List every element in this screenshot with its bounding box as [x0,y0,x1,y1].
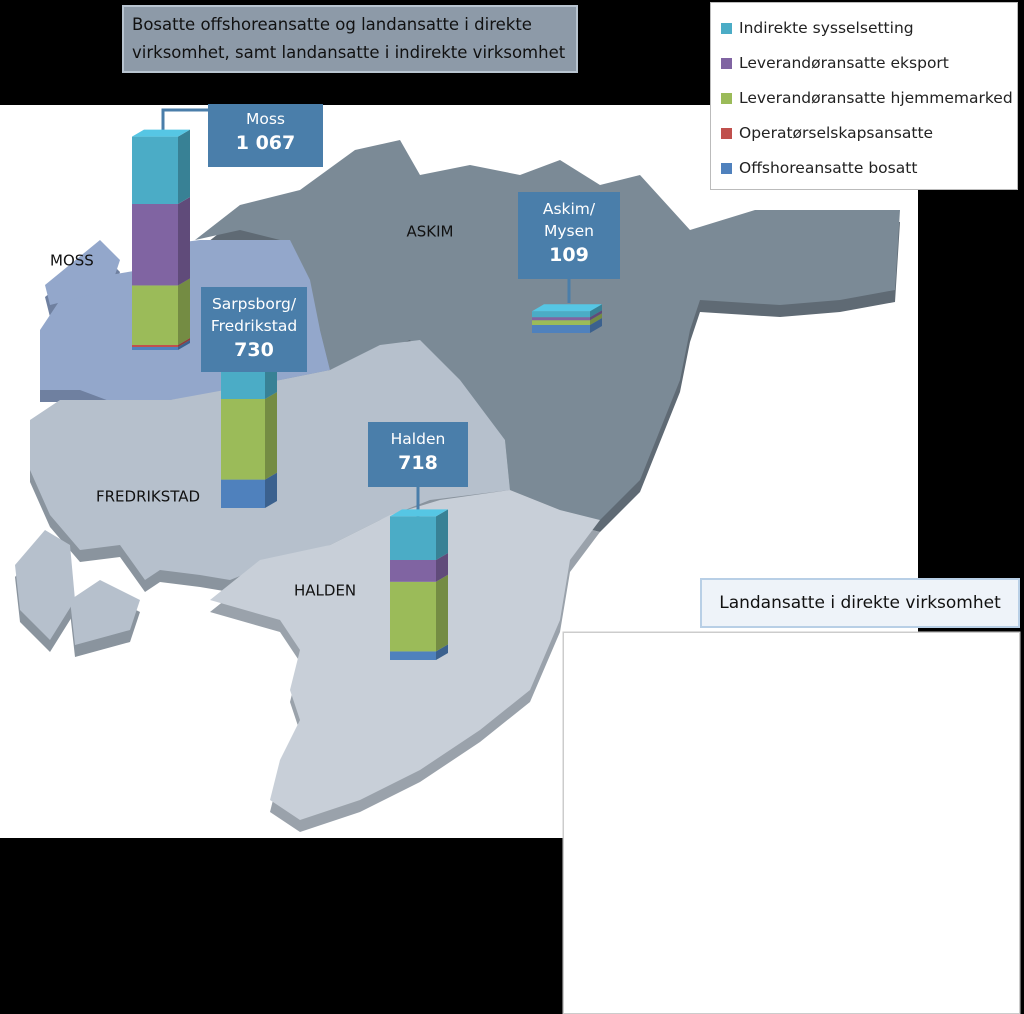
inset-panel [563,632,1020,1014]
legend-label: Operatørselskapsansatte [739,124,934,142]
legend-item: Leverandøransatte eksport [721,54,949,72]
column-side [178,278,190,345]
legend-label: Leverandøransatte eksport [739,54,949,72]
column-segment [532,317,590,321]
legend-swatch [721,93,732,104]
column-side [590,318,602,333]
callout-total: 730 [234,339,274,361]
map-title: Bosatte offshoreansatte og landansatte i… [122,5,578,73]
legend-swatch [721,128,732,139]
column-segment [532,320,590,325]
column-side [265,392,277,480]
column-segment [132,136,178,204]
column-segment [132,285,178,345]
column-side [178,129,190,204]
column-side [436,553,448,582]
column-segment [390,560,436,582]
region-label: MOSS [50,252,94,270]
callout-total: 718 [398,452,438,474]
legend-label: Indirekte sysselsetting [739,19,914,37]
legend-item: Leverandøransatte hjemmemarked [721,89,1013,107]
column-segment [221,479,265,508]
column-side [265,472,277,508]
legend-swatch [721,163,732,174]
callout-name: Askim/ Mysen [542,200,596,240]
legend-swatch [721,23,732,34]
map-columns [132,129,602,660]
column-segment [132,204,178,286]
column-top [132,129,190,137]
legend-swatch [721,58,732,69]
callout-total: 1 067 [235,132,296,154]
legend-label: Leverandøransatte hjemmemarked [739,89,1013,107]
callout: Askim/ Mysen 109 [518,192,620,279]
island [45,240,120,305]
map-legend: Indirekte sysselsetting Leverandøransatte… [710,2,1018,190]
column-side [178,338,190,347]
callout: Sarpsborg/ Fredrikstad 730 [201,287,307,372]
callout-name: Sarpsborg/ Fredrikstad [210,295,298,335]
column-segment [532,311,590,318]
legend-item: Indirekte sysselsetting [721,19,914,37]
island [15,530,75,640]
column-segment [390,516,436,560]
column-top [390,509,448,517]
column-segment [132,347,178,350]
column-side [590,313,602,325]
column-segment [221,399,265,480]
legend-label: Offshoreansatte bosatt [739,159,918,177]
island [70,580,140,645]
region-label: HALDEN [294,582,356,600]
inset-title: Landansatte i direkte virksomhet [700,578,1020,628]
legend-item: Operatørselskapsansatte [721,124,933,142]
column-side [436,509,448,560]
column-side [436,644,448,660]
column-side [178,197,190,286]
legend-item: Offshoreansatte bosatt [721,159,917,177]
column-side [436,574,448,652]
callout-total: 109 [549,244,589,266]
column-segment [390,651,436,660]
column-top [532,304,602,312]
region-label: ASKIM [407,223,454,241]
column-side [590,304,602,318]
column-segment [390,581,436,652]
column-segment [532,325,590,333]
column-segment [132,345,178,347]
connector [161,108,208,132]
callout-name: Moss [245,110,285,128]
callout: Moss 1 067 [208,104,323,167]
region-label: FREDRIKSTAD [96,488,200,506]
callout: Halden 718 [368,422,468,487]
column-side [590,310,602,321]
callout-name: Halden [390,430,446,448]
column-side [178,340,190,350]
